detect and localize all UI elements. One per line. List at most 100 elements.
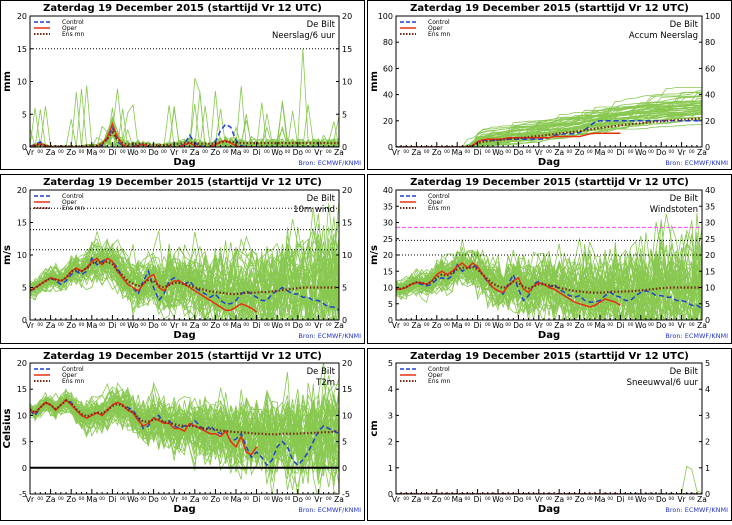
legend-oper-label: Oper xyxy=(428,199,443,206)
x-hour-label: 00 xyxy=(223,322,229,328)
y-tick-label: 4 xyxy=(705,385,710,394)
y-tick-label: 5 xyxy=(342,110,347,119)
y-tick-label: 15 xyxy=(17,45,27,54)
x-tick-label: Zo xyxy=(432,495,442,504)
y-tick-label: 20 xyxy=(705,251,715,260)
legend-ensmn-label: Ens mn xyxy=(428,378,450,385)
x-tick-label: Di xyxy=(108,495,116,504)
y-tick-label: 80 xyxy=(383,38,393,47)
x-axis-label: Dag xyxy=(538,330,560,341)
legend-control-label: Control xyxy=(428,19,450,26)
x-hour-label: 00 xyxy=(99,496,105,502)
x-hour-label: 00 xyxy=(567,149,573,155)
ensemble-line xyxy=(30,267,337,320)
x-hour-label: 00 xyxy=(223,496,229,502)
x-tick-label: Do xyxy=(513,321,524,330)
y-tick-label: 20 xyxy=(17,186,27,195)
panel-frame xyxy=(0,174,365,344)
y-tick-label: 0 xyxy=(388,316,393,325)
x-tick-label: Za xyxy=(554,321,564,330)
y-tick-label: 15 xyxy=(17,385,27,394)
x-tick-label: Ma xyxy=(86,321,97,330)
x-tick-label: Vr xyxy=(314,321,323,330)
y-tick-label: 40 xyxy=(383,91,393,100)
x-tick-label: Di xyxy=(253,321,261,330)
x-tick-label: Ma xyxy=(594,321,605,330)
x-hour-label: 00 xyxy=(465,496,471,502)
x-hour-label: 00 xyxy=(182,496,188,502)
y-axis-label: m/s xyxy=(2,245,13,265)
x-tick-label: Wo xyxy=(635,321,647,330)
y-tick-label: 5 xyxy=(22,438,27,447)
x-hour-label: 00 xyxy=(587,149,593,155)
x-hour-label: 00 xyxy=(505,322,511,328)
y-tick-label: 15 xyxy=(383,267,393,276)
x-tick-label: Ma xyxy=(230,321,241,330)
x-hour-label: 00 xyxy=(669,322,675,328)
x-hour-label: 00 xyxy=(161,149,167,155)
y-tick-label: 0 xyxy=(342,464,347,473)
y-tick-label: 100 xyxy=(705,12,720,21)
y-axis-label: mm xyxy=(369,71,380,92)
ensemble-line xyxy=(30,48,339,147)
x-hour-label: 00 xyxy=(120,322,126,328)
ensemble-line xyxy=(396,239,702,320)
x-tick-label: Vr xyxy=(392,321,401,330)
chart-title: Zaterdag 19 December 2015 (starttijd Vr … xyxy=(410,3,689,14)
source-label: Bron: ECMWF/KNMI xyxy=(298,332,361,340)
ensemble-line xyxy=(396,258,702,320)
y-tick-label: 20 xyxy=(342,186,352,195)
x-tick-label: Do xyxy=(656,321,667,330)
x-tick-label: Zo xyxy=(211,321,221,330)
y-tick-label: 3 xyxy=(705,411,710,420)
y-tick-label: 1 xyxy=(705,464,710,473)
location-label: De Bilt xyxy=(307,194,336,204)
ensemble-line xyxy=(30,105,339,147)
x-tick-label: Wo xyxy=(271,321,283,330)
y-tick-label: 20 xyxy=(383,117,393,126)
source-label: Bron: ECMWF/KNMI xyxy=(665,506,728,514)
variable-label: 10m wind xyxy=(293,205,335,215)
x-tick-label: Za xyxy=(697,148,707,157)
y-axis-label: Celsius xyxy=(2,408,13,448)
legend-control-label: Control xyxy=(62,19,84,26)
x-tick-label: Vr xyxy=(535,148,544,157)
x-hour-label: 00 xyxy=(485,149,491,155)
x-tick-label: Za xyxy=(334,148,344,157)
y-tick-label: 40 xyxy=(383,186,393,195)
x-hour-label: 00 xyxy=(607,149,613,155)
y-tick-label: 10 xyxy=(383,284,393,293)
x-tick-label: Vr xyxy=(314,495,323,504)
ensemble-members xyxy=(30,201,339,320)
x-tick-label: Zo xyxy=(575,148,585,157)
ensemble-line xyxy=(396,91,702,147)
x-axis-label: Dag xyxy=(173,330,195,341)
ens-mean-line xyxy=(30,130,339,147)
main-series xyxy=(396,262,702,310)
y-tick-label: 35 xyxy=(705,202,715,211)
legend-oper-label: Oper xyxy=(428,25,443,32)
y-tick-label: 20 xyxy=(383,251,393,260)
y-tick-label: 20 xyxy=(705,117,715,126)
ensemble-line xyxy=(30,398,339,494)
x-hour-label: 00 xyxy=(444,149,450,155)
x-hour-label: 00 xyxy=(264,322,270,328)
x-tick-label: Do xyxy=(513,495,524,504)
x-tick-label: Zo xyxy=(66,495,76,504)
x-tick-label: Vr xyxy=(170,148,179,157)
x-hour-label: 00 xyxy=(689,322,695,328)
x-tick-label: Vr xyxy=(26,495,35,504)
meteogram-panel: Zaterdag 19 December 2015 (starttijd Vr … xyxy=(0,0,365,170)
x-tick-label: Di xyxy=(474,321,482,330)
x-hour-label: 00 xyxy=(485,322,491,328)
x-tick-label: Di xyxy=(616,321,624,330)
ens-mean-line xyxy=(396,117,702,147)
x-hour-label: 00 xyxy=(305,496,311,502)
x-tick-label: Vr xyxy=(677,495,686,504)
x-hour-label: 00 xyxy=(689,149,695,155)
ensemble-line xyxy=(396,213,702,294)
x-tick-label: Do xyxy=(148,495,159,504)
x-hour-label: 00 xyxy=(669,149,675,155)
x-hour-label: 00 xyxy=(424,496,430,502)
ensemble-members xyxy=(396,465,702,494)
